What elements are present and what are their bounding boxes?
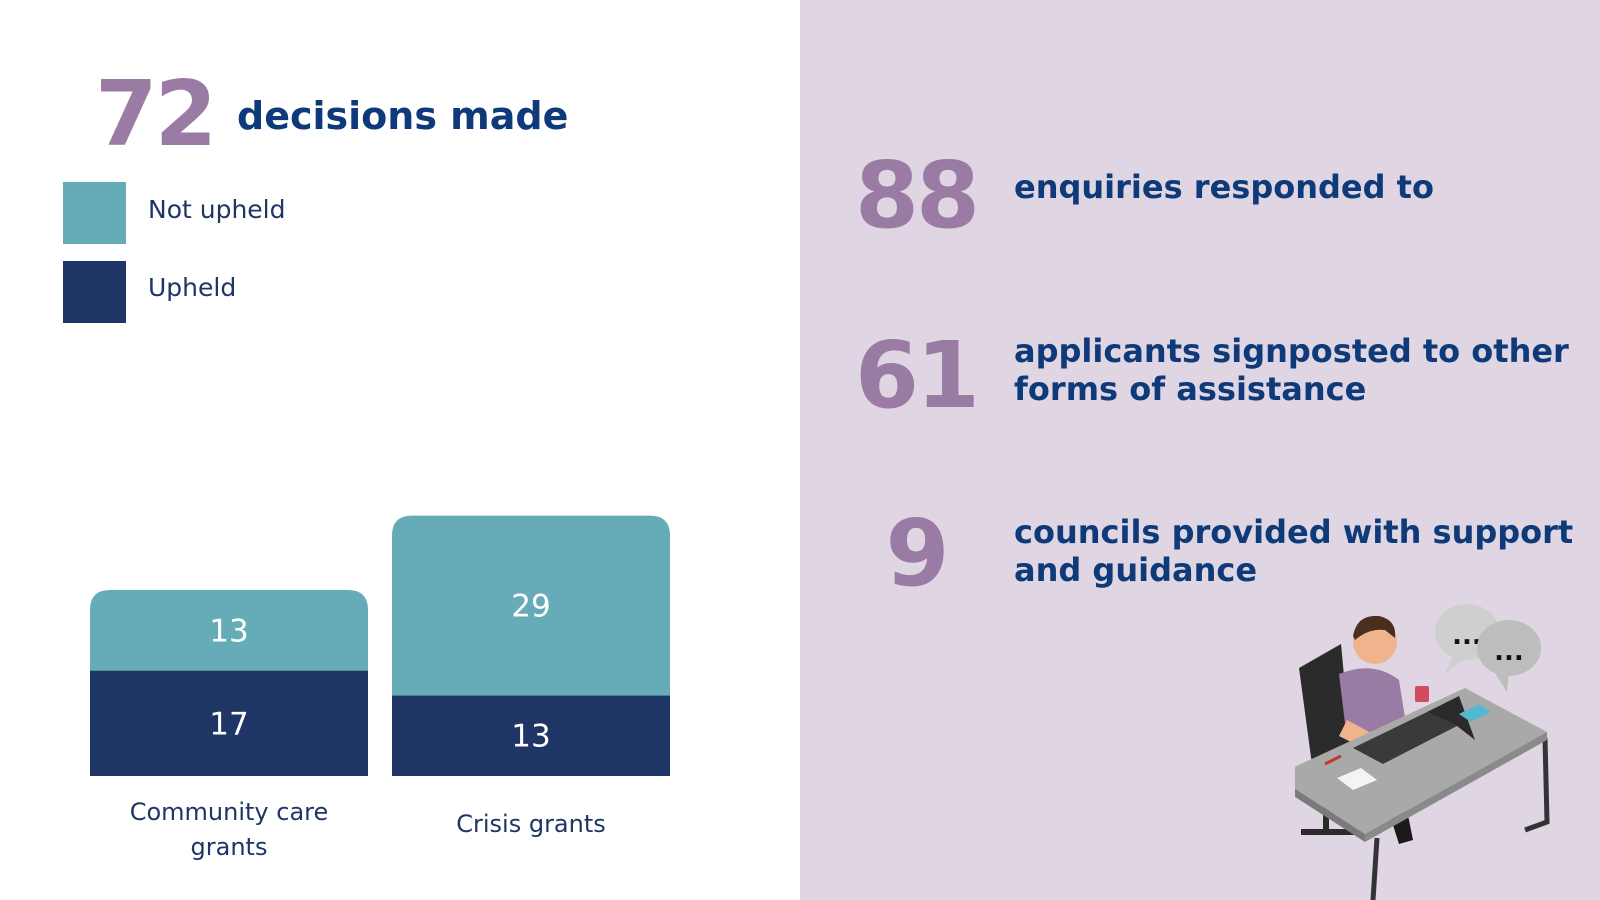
stacked-bar-chart: 17 13 13 29 xyxy=(90,515,670,776)
data-label-community-care-not-upheld: 13 xyxy=(209,613,248,649)
bar-crisis-upheld xyxy=(392,695,670,776)
svg-text:...: ... xyxy=(1494,637,1524,667)
bar-community-care-upheld xyxy=(90,670,368,776)
stat-text-enquiries: enquiries responded to xyxy=(1014,168,1434,206)
bar-community-care-not-upheld xyxy=(90,590,368,671)
person-at-desk-illustration: ... ... xyxy=(1295,604,1550,900)
stat-number-councils: 9 xyxy=(885,500,949,607)
decisions-total: 72 xyxy=(95,62,217,167)
speech-bubble-icon: ... xyxy=(1477,620,1541,692)
stat-number-enquiries: 88 xyxy=(854,142,980,249)
legend-label-not-upheld: Not upheld xyxy=(148,195,286,224)
decisions-label: decisions made xyxy=(237,94,569,138)
data-label-community-care-upheld: 17 xyxy=(209,706,248,742)
stat-text-councils: councils provided with support and guida… xyxy=(1014,513,1574,590)
data-label-crisis-upheld: 13 xyxy=(511,719,550,755)
legend-label-upheld: Upheld xyxy=(148,273,237,302)
category-label-community-care: Community care grants xyxy=(129,798,329,861)
legend-swatch-upheld xyxy=(63,261,126,323)
stat-number-signposted: 61 xyxy=(854,322,980,429)
stat-text-signposted: applicants signposted to other forms of … xyxy=(1014,332,1569,409)
legend-swatch-not-upheld xyxy=(63,182,126,244)
bar-crisis-not-upheld xyxy=(392,515,670,696)
data-label-crisis-not-upheld: 29 xyxy=(511,589,550,625)
svg-text:...: ... xyxy=(1452,621,1482,651)
category-label-crisis: Crisis grants xyxy=(456,810,606,838)
